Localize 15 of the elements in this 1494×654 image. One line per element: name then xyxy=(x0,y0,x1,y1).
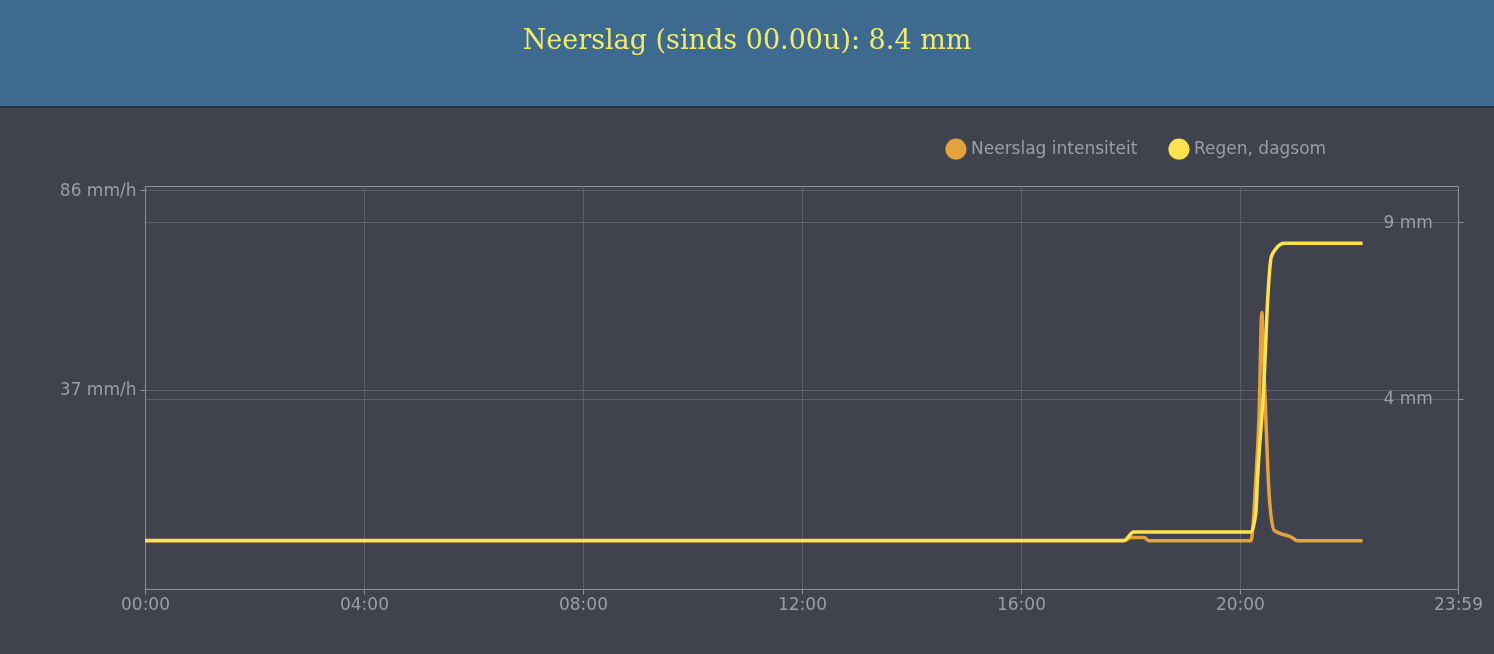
legend-label: Neerslag intensiteit xyxy=(971,138,1138,159)
x-tick-label: 12:00 xyxy=(777,593,827,614)
y2-tick-label: 9 mm xyxy=(1383,211,1433,232)
x-tick-label: 23:59 xyxy=(1434,593,1483,614)
x-tick-label: 20:00 xyxy=(1215,593,1265,614)
x-tick-label: 08:00 xyxy=(558,593,608,614)
chart-title: Neerslag (sinds 00.00u): 8.4 mm xyxy=(0,0,1494,108)
y-tick-label: 86 mm/h xyxy=(59,179,137,200)
x-tick-label: 16:00 xyxy=(996,593,1046,614)
legend-label: Regen, dagsom xyxy=(1194,138,1327,159)
y2-tick-label: 4 mm xyxy=(1383,388,1433,409)
x-tick-label: 04:00 xyxy=(339,593,389,614)
x-tick-label: 00:00 xyxy=(121,593,170,614)
line-series xyxy=(145,241,1365,543)
y-tick-label: 37 mm/h xyxy=(59,379,137,400)
